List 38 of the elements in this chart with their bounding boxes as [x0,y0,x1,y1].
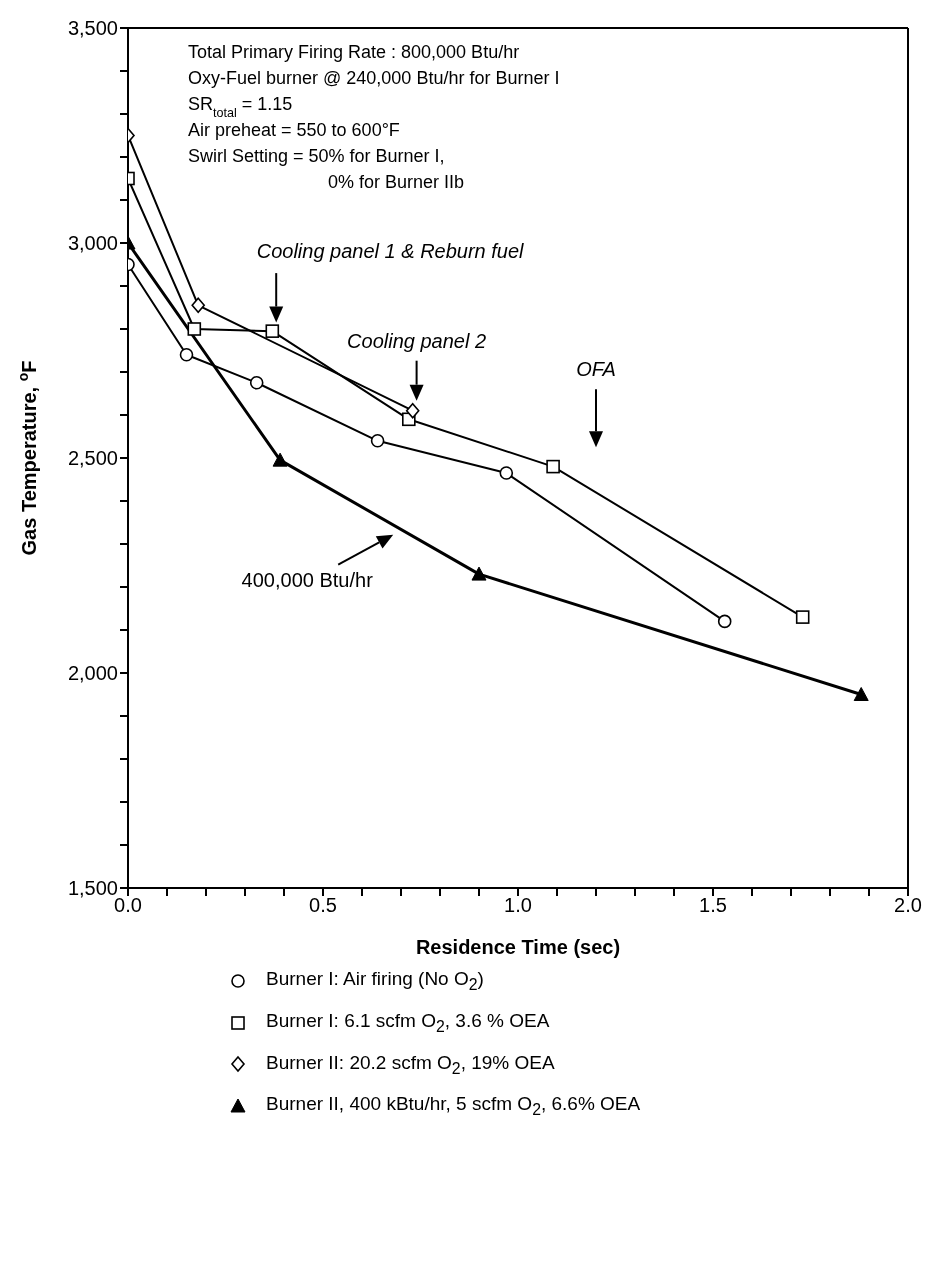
y-tick-label: 2,500 [67,447,118,470]
annotation: 0% for Burner IIb [328,172,465,192]
annotation: Cooling panel 1 & Reburn fuel [256,240,525,263]
point [471,566,487,581]
point [272,452,288,467]
x-tick-label: 1.5 [699,894,727,917]
annotation: Cooling panel 2 [347,329,487,352]
point [370,434,385,448]
point [499,466,514,480]
y-tick-label: 3,000 [67,232,118,255]
legend-label: Burner I: Air firing (No O$_{2}$) [266,968,484,994]
point [405,402,420,419]
legend-label: Burner II, 400 kBtu/hr, 5 scfm O$_{2}$, 6.6% OEA [266,1093,641,1120]
point [191,297,205,314]
point [546,459,560,474]
x-tick-label: 1.0 [504,894,532,917]
point [717,614,732,629]
x-tick-label: 0.0 [114,894,142,917]
y-tick-label: 2,000 [67,662,118,685]
annotation: SR$_{total}$ = 1.15 [188,94,293,120]
point [853,687,869,701]
point [179,348,194,362]
point [795,610,810,624]
x-axis-title: Residence Time (sec) [415,936,621,958]
annotation: OFA [576,358,616,381]
point [187,322,202,336]
annotation: Total Primary Firing Rate : 800,000 Btu/hr [188,42,520,62]
point [249,375,264,390]
legend-label: Burner II: 20.2 scfm O$_{2}$, 19% OEA [266,1051,555,1078]
annotation: Oxy-Fuel burner @ 240,000 Btu/hr for Burner I [188,68,560,88]
y-tick-label: 3,500 [67,17,118,40]
x-tick-label: 2.0 [894,894,922,917]
annotation: Swirl Setting = 50% for Burner I, [188,146,445,166]
annotation: Air preheat = 550 to 600°F [188,120,400,140]
point [265,324,280,338]
annotation: 400,000 Btu/hr [241,568,374,591]
x-tick-label: 0.5 [309,894,337,917]
legend-label: Burner I: 6.1 scfm O$_{2}$, 3.6 % OEA [266,1009,550,1036]
